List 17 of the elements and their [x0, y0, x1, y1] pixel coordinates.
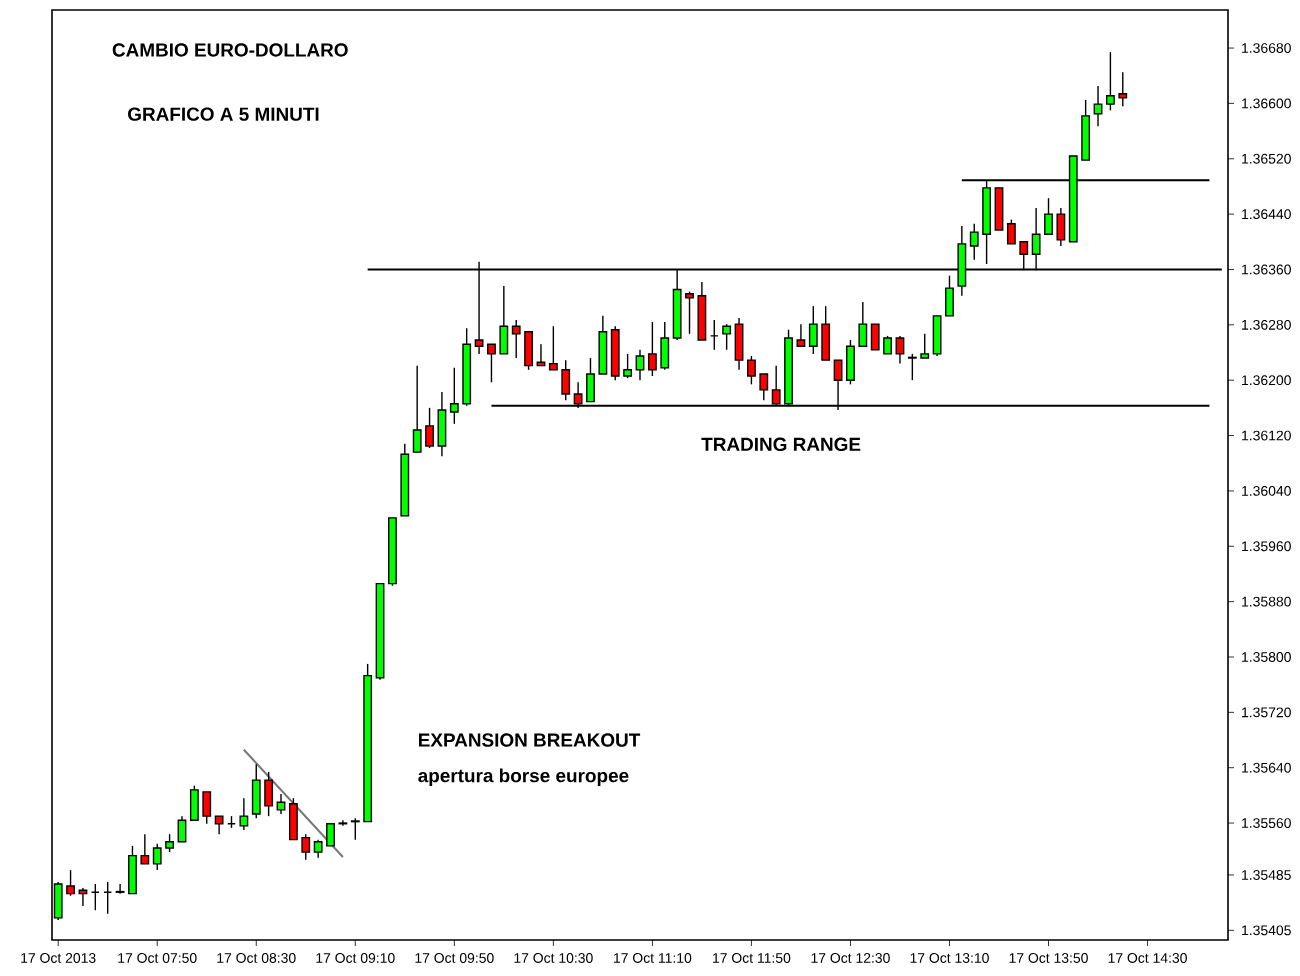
annotation: TRADING RANGE	[701, 437, 861, 451]
candlestick	[635, 349, 645, 381]
candlestick	[1093, 85, 1103, 127]
candlestick	[722, 323, 732, 351]
candlestick	[437, 391, 447, 458]
text: CAMBIO EURO-DOLLARO	[112, 43, 348, 57]
candlestick	[115, 883, 125, 895]
candlestick	[895, 335, 905, 365]
candlestick	[78, 887, 88, 907]
candlestick	[994, 187, 1004, 231]
candlestick	[734, 317, 744, 371]
candlestick	[276, 793, 286, 815]
text: GRAFICO A 5 MINUTI	[128, 107, 319, 121]
annotation: EXPANSION BREAKOUT	[418, 733, 641, 747]
candlestick	[796, 323, 806, 347]
candlestick	[239, 797, 249, 831]
annotation: apertura borse europee	[418, 768, 629, 787]
